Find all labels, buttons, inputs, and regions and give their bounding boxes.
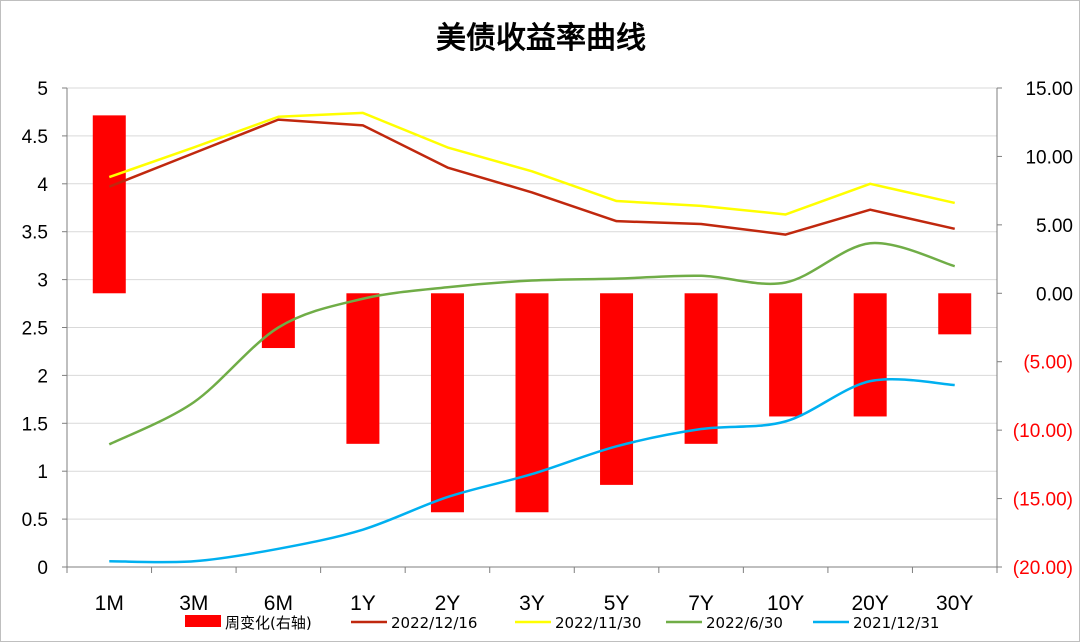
left-tick-label: 3.5 [22, 223, 48, 244]
bar-series [92, 115, 972, 513]
legend-swatch-bar [185, 615, 221, 627]
bar [769, 293, 803, 417]
x-tick-label: 6M [264, 592, 293, 615]
right-tick-label: (20.00) [1013, 558, 1073, 579]
x-tick-label: 5Y [604, 592, 630, 615]
legend-label: 2022/11/30 [555, 614, 641, 632]
left-tick-label: 2 [37, 366, 48, 387]
right-tick-label: 15.00 [1025, 79, 1073, 100]
left-tick-label: 0 [37, 558, 48, 579]
right-tick-label: (5.00) [1023, 353, 1073, 374]
line-series [108, 111, 956, 564]
bar [346, 293, 380, 444]
x-tick-label: 3M [179, 592, 208, 615]
series-line-2 [108, 241, 956, 446]
series-line-0 [108, 118, 956, 236]
chart-title: 美债收益率曲线 [436, 21, 646, 56]
x-tick-label: 10Y [767, 592, 804, 615]
legend-label: 2022/6/30 [706, 614, 783, 632]
right-tick-label: 5.00 [1036, 216, 1073, 237]
bar [92, 115, 126, 294]
bar [853, 293, 887, 417]
left-tick-label: 0.5 [22, 510, 48, 531]
left-tick-label: 1 [37, 462, 48, 483]
bar [938, 293, 972, 335]
left-tick-label: 4.5 [22, 127, 48, 148]
left-tick-label: 2.5 [22, 319, 48, 340]
left-tick-label: 1.5 [22, 414, 48, 435]
x-tick-label: 1Y [350, 592, 376, 615]
x-tick-label: 3Y [519, 592, 545, 615]
bar [430, 293, 464, 513]
series-line-1 [108, 111, 956, 216]
x-tick-label: 30Y [936, 592, 973, 615]
legend: 周变化(右轴) 2022/12/16 2022/11/30 2022/6/30 2021… [185, 614, 939, 632]
right-tick-label: (15.00) [1013, 490, 1073, 511]
bar [515, 293, 549, 513]
left-tick-label: 4 [37, 175, 48, 196]
axes: 0 0.5 1 1.5 2 2.5 3 3.5 4 4.5 5 15.00 10.00 5.00 0.00 (… [22, 79, 1073, 615]
right-tick-label: 10.00 [1025, 147, 1073, 168]
bar [684, 293, 718, 444]
left-tick-label: 5 [37, 79, 48, 100]
right-tick-label: (10.00) [1013, 421, 1073, 442]
legend-label: 周变化(右轴) [225, 614, 312, 632]
right-tick-label: 0.00 [1036, 284, 1073, 305]
left-tick-label: 3 [37, 271, 48, 292]
legend-label: 2022/12/16 [391, 614, 477, 632]
x-tick-label: 7Y [688, 592, 714, 615]
legend-label: 2021/12/31 [853, 614, 939, 632]
x-tick-label: 2Y [435, 592, 461, 615]
series-line-3 [109, 378, 955, 564]
x-tick-label: 20Y [851, 592, 888, 615]
bar [600, 293, 634, 485]
x-tick-label: 1M [95, 592, 124, 615]
